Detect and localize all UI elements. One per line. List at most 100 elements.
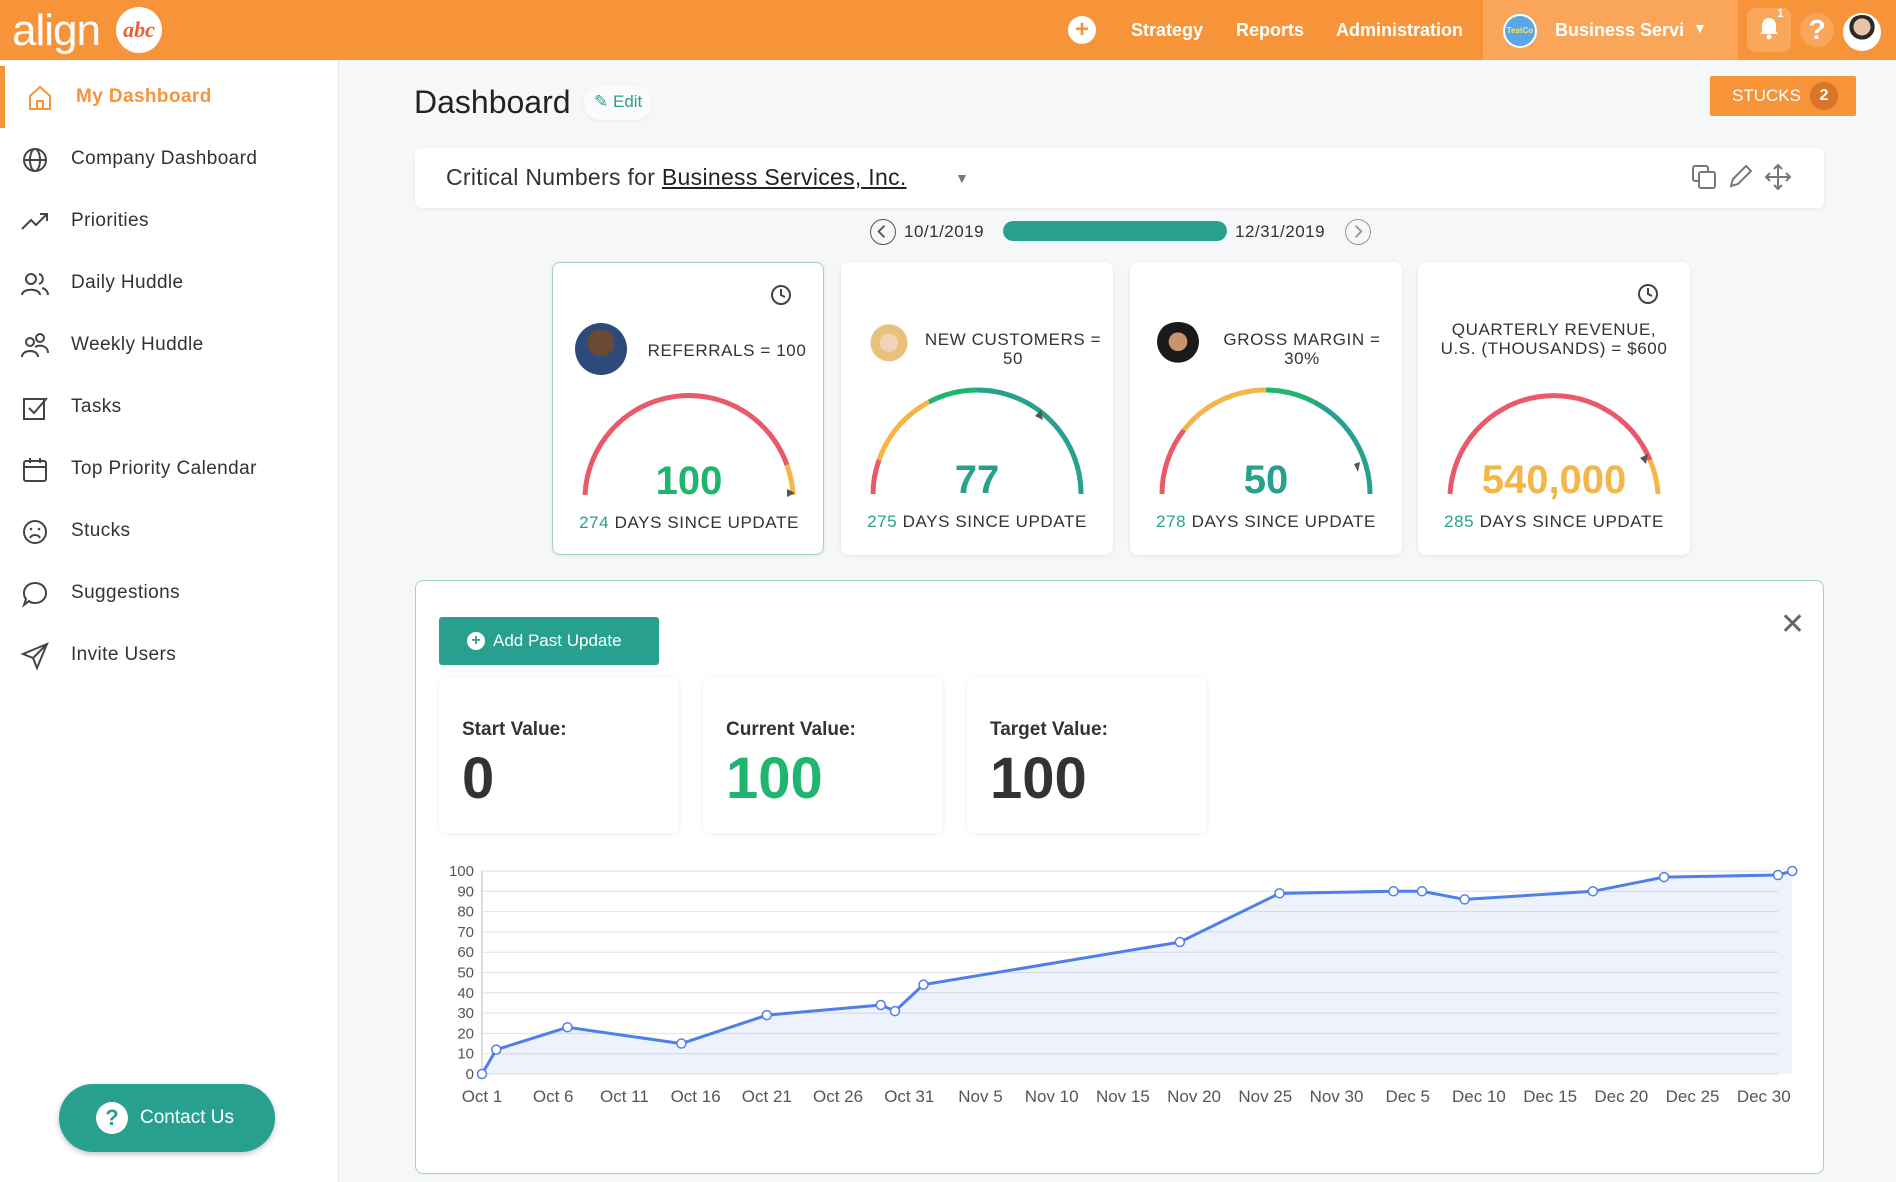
data-point	[918, 979, 929, 990]
page-title: Dashboard	[414, 84, 571, 120]
x-tick-label: Nov 20	[1167, 1087, 1221, 1106]
y-tick-label: 10	[457, 1046, 474, 1063]
kpi-title: QUARTERLY REVENUE, U.S. (THOUSANDS) = $6…	[1440, 320, 1668, 358]
nav-administration[interactable]: Administration	[1336, 20, 1464, 40]
contact-us-label: Contact Us	[140, 1107, 234, 1128]
data-point	[1274, 888, 1285, 899]
kpi-detail-panel: + Add Past Update ✕ Start Value: 0 Curre…	[415, 580, 1824, 1174]
y-tick-label: 30	[457, 1005, 474, 1022]
period-start-date: 10/1/2019	[904, 222, 985, 241]
target-value-card: Target Value: 100	[967, 677, 1207, 833]
pencil-icon[interactable]	[1725, 162, 1755, 192]
x-tick-label: Oct 21	[742, 1087, 792, 1106]
kpi-days-count: 285	[1444, 512, 1475, 531]
kpi-days-count: 275	[867, 512, 898, 531]
kpi-value: 50	[1243, 458, 1289, 502]
clock-icon[interactable]	[1636, 282, 1660, 306]
kpi-title: REFERRALS = 100	[647, 341, 807, 360]
kpi-card-gross-margin[interactable]: GROSS MARGIN = 30% 50 278 DAYS SINCE UPD…	[1130, 262, 1402, 555]
app-logo[interactable]: align	[12, 6, 101, 55]
sidebar-item-label: Company Dashboard	[71, 148, 258, 169]
sidebar-item-label: Stucks	[71, 520, 131, 541]
sidebar-item-invite-users[interactable]: Invite Users	[0, 624, 339, 686]
users-icon	[21, 273, 49, 296]
data-point	[562, 1022, 573, 1033]
kpi-card-quarterly-revenue[interactable]: QUARTERLY REVENUE, U.S. (THOUSANDS) = $6…	[1418, 262, 1690, 555]
kpi-days-suffix: DAYS SINCE UPDATE	[1474, 512, 1664, 531]
sidebar-item-daily-huddle[interactable]: Daily Huddle	[0, 252, 339, 314]
plus-circle-icon[interactable]: +	[1068, 16, 1096, 44]
current-value-card: Current Value: 100	[703, 677, 943, 833]
sidebar-item-tasks[interactable]: Tasks	[0, 376, 339, 438]
x-tick-label: Oct 11	[600, 1087, 649, 1106]
nav-strategy[interactable]: Strategy	[1131, 20, 1204, 40]
kpi-days-suffix: DAYS SINCE UPDATE	[609, 513, 799, 532]
contact-us-button[interactable]: ? Contact Us	[59, 1084, 275, 1152]
kpi-card-referrals[interactable]: REFERRALS = 100 100 274 DAYS SINCE UPDAT…	[552, 262, 824, 555]
sidebar-item-priorities[interactable]: Priorities	[0, 190, 339, 252]
sidebar-item-top-priority-calendar[interactable]: Top Priority Calendar	[0, 438, 339, 500]
caret-down-icon[interactable]: ▼	[955, 170, 969, 186]
prev-period-button[interactable]	[870, 219, 896, 245]
x-tick-label: Dec 25	[1666, 1087, 1720, 1106]
kpi-value: 100	[655, 459, 723, 503]
x-tick-label: Dec 5	[1386, 1087, 1430, 1106]
kpi-footer: 285 DAYS SINCE UPDATE	[1418, 512, 1690, 532]
gauge-needle	[1354, 462, 1360, 472]
x-tick-label: Dec 15	[1523, 1087, 1577, 1106]
critical-numbers-company-link[interactable]: Business Services, Inc.	[661, 164, 907, 190]
data-point	[1416, 886, 1428, 897]
pencil-icon: ✎	[594, 92, 609, 111]
sidebar-item-label: Weekly Huddle	[71, 334, 204, 355]
sidebar-item-suggestions[interactable]: Suggestions	[0, 562, 339, 624]
kpi-title: NEW CUSTOMERS = 50	[924, 330, 1102, 368]
copy-icon[interactable]	[1689, 162, 1719, 192]
progress-chart: 0 10 20 30 40 50 60 70 80 90 100 Oct 1 Oct 6 Oct 11 Oc…	[449, 863, 1798, 1106]
kpi-days-suffix: DAYS SINCE UPDATE	[1186, 512, 1376, 531]
data-point	[1772, 869, 1784, 881]
sidebar-item-my-dashboard[interactable]: My Dashboard	[0, 66, 339, 128]
series-area	[482, 871, 1793, 1074]
data-point	[490, 1044, 502, 1055]
company-name: Business Services, Inc.	[1555, 20, 1683, 40]
x-tick-label: Oct 16	[671, 1087, 721, 1106]
user-avatar[interactable]	[1843, 13, 1881, 51]
move-icon[interactable]	[1763, 162, 1793, 192]
x-tick-label: Nov 5	[958, 1087, 1002, 1106]
sidebar-item-company-dashboard[interactable]: Company Dashboard	[0, 128, 339, 190]
sidebar-item-label: Suggestions	[71, 582, 180, 603]
chat-bubble-icon	[21, 581, 48, 608]
caret-down-icon: ▼	[1693, 20, 1707, 36]
start-value: 0	[462, 746, 495, 811]
nav-reports[interactable]: Reports	[1236, 20, 1305, 40]
edit-dashboard-button[interactable]: ✎ Edit	[584, 86, 653, 120]
x-tick-label: Oct 1	[462, 1087, 503, 1106]
kpi-card-new-customers[interactable]: NEW CUSTOMERS = 50 77 275 DAYS SINCE UPD…	[841, 262, 1113, 555]
sidebar-item-label: Invite Users	[71, 644, 177, 665]
add-past-update-label: Add Past Update	[493, 631, 622, 650]
users-group-icon	[21, 333, 49, 358]
owner-avatar	[575, 323, 627, 375]
y-tick-label: 20	[457, 1025, 474, 1042]
y-tick-label: 90	[457, 883, 474, 900]
stucks-button[interactable]: STUCKS 2	[1710, 76, 1856, 116]
current-value-label: Current Value:	[726, 719, 856, 740]
sidebar-item-label: Daily Huddle	[71, 272, 184, 293]
company-switcher[interactable]: TestCo Business Services, Inc. ▼	[1483, 0, 1738, 60]
next-period-button[interactable]	[1345, 219, 1371, 245]
data-point	[1587, 886, 1599, 897]
gauge	[1447, 393, 1661, 495]
data-point	[1459, 894, 1470, 905]
close-icon[interactable]: ✕	[1780, 608, 1806, 641]
y-tick-label: 100	[449, 863, 474, 880]
help-icon[interactable]: ?	[1800, 13, 1834, 47]
data-point	[1786, 865, 1798, 877]
sidebar-item-weekly-huddle[interactable]: Weekly Huddle	[0, 314, 339, 376]
y-tick-label: 40	[457, 985, 474, 1002]
sidebar-item-label: Tasks	[71, 396, 122, 417]
add-past-update-button[interactable]: + Add Past Update	[439, 617, 659, 665]
clock-icon[interactable]	[769, 283, 793, 307]
sidebar-item-stucks[interactable]: Stucks	[0, 500, 339, 562]
sidebar: My Dashboard Company Dashboard Prioritie…	[0, 60, 339, 1182]
kpi-days-suffix: DAYS SINCE UPDATE	[897, 512, 1087, 531]
